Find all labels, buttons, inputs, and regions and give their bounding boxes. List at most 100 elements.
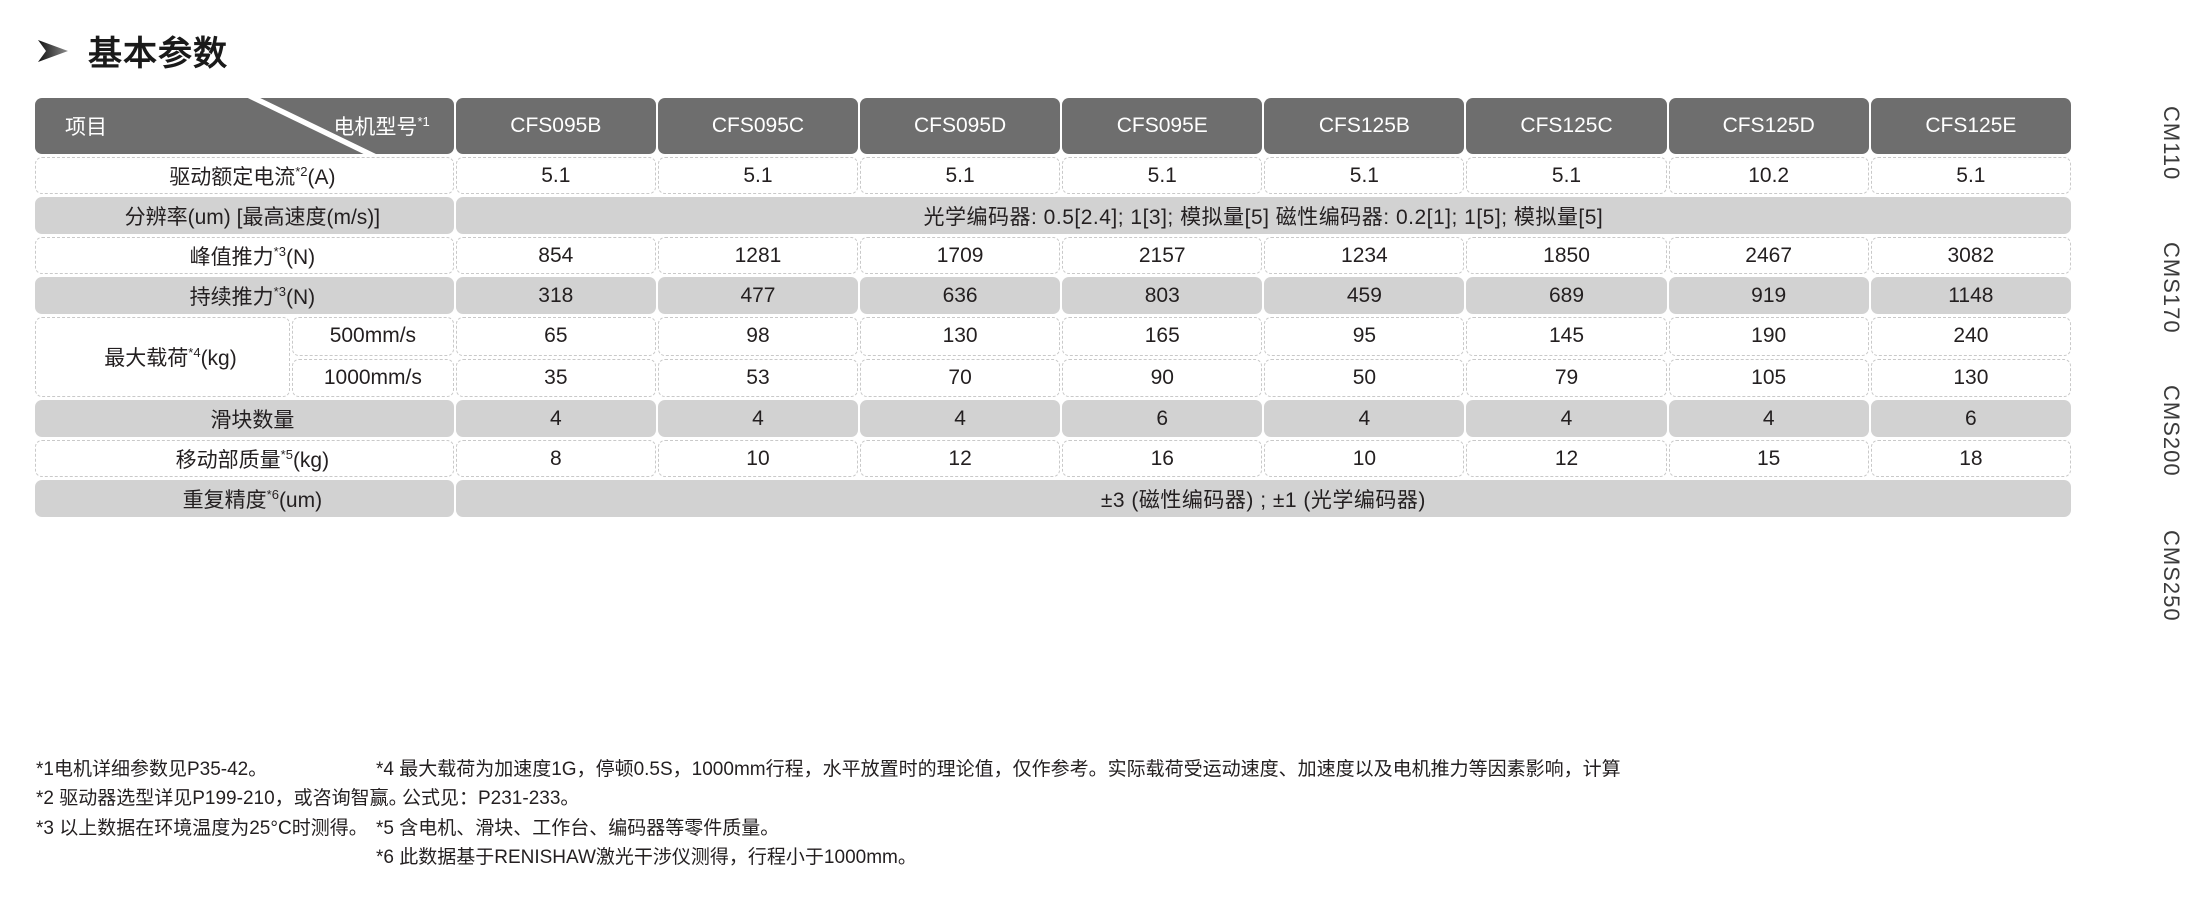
cell-value: 15 <box>1668 440 1869 477</box>
footnote-1: *1电机详细参数见P35-42。 <box>36 759 268 780</box>
column-header-3: CFS095E <box>1062 98 1263 154</box>
cell-value: 95 <box>1264 317 1465 356</box>
page-title-row: 基本参数 <box>36 26 228 75</box>
cell-value: 4 <box>1466 400 1667 437</box>
header-item-label: 项目 <box>65 116 107 139</box>
cell-value: 5.1 <box>1466 157 1667 194</box>
footnote-6: *6 此数据基于RENISHAW激光干涉仪测得，行程小于1000mm。 <box>376 847 917 869</box>
row-label-repeatability: 重复精度*6(um) <box>35 480 454 517</box>
footnote-2: *2 驱动器选型详见P199-210，或咨询智赢。 <box>36 788 408 810</box>
column-header-0: CFS095B <box>455 98 656 154</box>
cell-value: 4 <box>657 400 859 437</box>
cell-value: 53 <box>657 358 859 397</box>
cell-value: 5.1 <box>1264 157 1465 194</box>
table-row: 最大载荷*4(kg) 500mm/s 65 98 130 165 95 145 … <box>35 317 2071 397</box>
cell-value: 70 <box>860 358 1061 397</box>
footnote-5: *5 含电机、滑块、工作台、编码器等零件质量。 <box>376 817 780 839</box>
footnote-4: *4 最大载荷为加速度1G，停顿0.5S，1000mm行程，水平放置时的理论值，… <box>376 759 1621 780</box>
sublabel-speed-1000: 1000mm/s <box>291 358 454 397</box>
cell-value: 105 <box>1668 358 1869 397</box>
side-tab-cms200[interactable]: CMS200 <box>2159 385 2184 477</box>
row-label-moving-mass: 移动部质量*5(kg) <box>35 440 454 477</box>
column-header-4: CFS125B <box>1264 98 1465 154</box>
side-tab-strip: CM110 CMS170 CMS200 CMS250 <box>2086 0 2206 920</box>
cell-value: 10 <box>1264 440 1465 477</box>
table-row: 峰值推力*3(N) 854 1281 1709 2157 1234 1850 2… <box>35 237 2071 274</box>
cell-value: 16 <box>1062 440 1263 477</box>
cell-value: 10.2 <box>1668 157 1869 194</box>
cell-value: 1148 <box>1870 277 2071 314</box>
column-header-1: CFS095C <box>657 98 859 154</box>
row-label-continuous-force: 持续推力*3(N) <box>35 277 454 314</box>
cell-value: 5.1 <box>1062 157 1263 194</box>
cell-value: 2157 <box>1062 237 1263 274</box>
column-header-5: CFS125C <box>1466 98 1667 154</box>
side-tab-cms250[interactable]: CMS250 <box>2159 530 2184 622</box>
cell-value: 79 <box>1466 358 1667 397</box>
side-tab-cm110[interactable]: CM110 <box>2159 106 2184 181</box>
cell-value: 18 <box>1870 440 2071 477</box>
cell-value: 854 <box>455 237 656 274</box>
cell-value: 6 <box>1062 400 1263 437</box>
cell-value: 4 <box>455 400 656 437</box>
cell-value: 477 <box>657 277 859 314</box>
cell-value: 145 <box>1466 317 1667 356</box>
spec-table-wrap: 项目 电机型号*1 CFS095B CFS095C CFS095D CFS095… <box>33 95 2073 520</box>
footnotes-right-column: *4 最大载荷为加速度1G，停顿0.5S，1000mm行程，水平放置时的理论值，… <box>376 755 2076 873</box>
cell-value: 459 <box>1264 277 1465 314</box>
spec-table: 项目 电机型号*1 CFS095B CFS095C CFS095D CFS095… <box>33 95 2073 520</box>
row-label-slider-count: 滑块数量 <box>35 400 454 437</box>
side-tab-cms170[interactable]: CMS170 <box>2159 242 2184 334</box>
cell-value: 5.1 <box>1870 157 2071 194</box>
cell-value: 6 <box>1870 400 2071 437</box>
cell-value: 4 <box>1668 400 1869 437</box>
footnotes-left-column: *1电机详细参数见P35-42。 *2 驱动器选型详见P199-210，或咨询智… <box>36 755 408 873</box>
header-corner-cell: 项目 电机型号*1 <box>35 98 454 154</box>
cell-value: 5.1 <box>455 157 656 194</box>
cell-value: 12 <box>860 440 1061 477</box>
cell-merged-repeatability: ±3 (磁性编码器) ; ±1 (光学编码器) <box>455 480 2071 517</box>
cell-value: 4 <box>860 400 1061 437</box>
cell-value: 12 <box>1466 440 1667 477</box>
table-row: 驱动额定电流*2(A) 5.1 5.1 5.1 5.1 5.1 5.1 10.2… <box>35 157 2071 194</box>
table-header-row: 项目 电机型号*1 CFS095B CFS095C CFS095D CFS095… <box>35 98 2071 154</box>
table-row: 移动部质量*5(kg) 8 10 12 16 10 12 15 18 <box>35 440 2071 477</box>
cell-value: 636 <box>860 277 1061 314</box>
footnote-4-cont: 公式见：P231-233。 <box>402 788 580 810</box>
cell-value: 5.1 <box>860 157 1061 194</box>
table-row: 分辨率(um) [最高速度(m/s)] 光学编码器: 0.5[2.4]; 1[3… <box>35 197 2071 234</box>
cell-value: 1281 <box>657 237 859 274</box>
cell-value: 4 <box>1264 400 1465 437</box>
sublabel-speed-500: 500mm/s <box>291 317 454 356</box>
cell-value: 3082 <box>1870 237 2071 274</box>
page-title: 基本参数 <box>88 35 228 73</box>
cell-value: 1234 <box>1264 237 1465 274</box>
cell-value: 689 <box>1466 277 1667 314</box>
column-header-6: CFS125D <box>1668 98 1869 154</box>
cell-merged-resolution: 光学编码器: 0.5[2.4]; 1[3]; 模拟量[5] 磁性编码器: 0.2… <box>455 197 2071 234</box>
cell-value: 10 <box>657 440 859 477</box>
table-row: 1000mm/s 35 53 70 90 50 79 105 130 <box>35 358 2071 397</box>
row-label-peak-force: 峰值推力*3(N) <box>35 237 454 274</box>
row-label-max-load: 最大载荷*4(kg) <box>35 317 290 397</box>
cell-value: 130 <box>860 317 1061 356</box>
cell-value: 1709 <box>860 237 1061 274</box>
table-row: 重复精度*6(um) ±3 (磁性编码器) ; ±1 (光学编码器) <box>35 480 2071 517</box>
cell-value: 919 <box>1668 277 1869 314</box>
cell-value: 5.1 <box>657 157 859 194</box>
table-row: 持续推力*3(N) 318 477 636 803 459 689 919 11… <box>35 277 2071 314</box>
row-label-resolution: 分辨率(um) [最高速度(m/s)] <box>35 197 454 234</box>
cell-value: 98 <box>657 317 859 356</box>
row-label-drive-current: 驱动额定电流*2(A) <box>35 157 454 194</box>
footnotes: *1电机详细参数见P35-42。 *2 驱动器选型详见P199-210，或咨询智… <box>36 755 2076 873</box>
cell-value: 50 <box>1264 358 1465 397</box>
footnote-3: *3 以上数据在环境温度为25°C时测得。 <box>36 817 368 839</box>
cell-value: 8 <box>455 440 656 477</box>
table-row: 滑块数量 4 4 4 6 4 4 4 6 <box>35 400 2071 437</box>
cell-value: 90 <box>1062 358 1263 397</box>
cell-value: 240 <box>1870 317 2071 356</box>
cell-value: 130 <box>1870 358 2071 397</box>
cell-value: 2467 <box>1668 237 1869 274</box>
column-header-2: CFS095D <box>860 98 1061 154</box>
